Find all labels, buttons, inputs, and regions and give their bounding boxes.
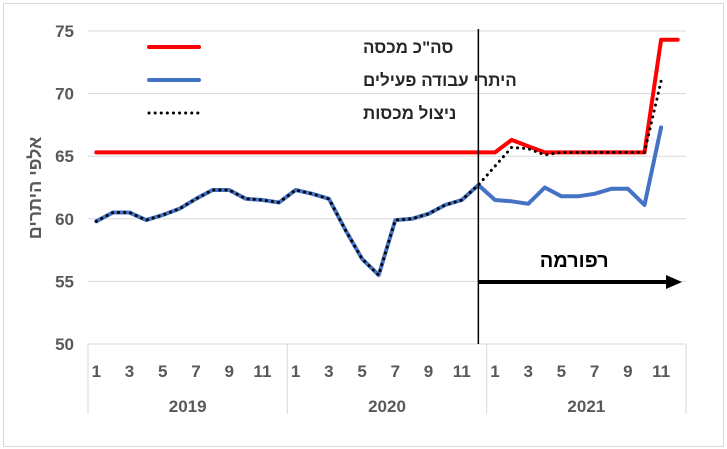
x-tick-label: 5: [357, 362, 366, 381]
reform-label: רפורמה: [540, 250, 609, 272]
series-lines: [94, 37, 680, 278]
series-line-quota-utilization: [94, 79, 663, 277]
x-tick-label: 3: [324, 362, 333, 381]
reform-annotation: רפורמה: [477, 29, 682, 344]
y-axis-label: אלפי היתרים: [25, 137, 45, 240]
x-tick-label: 1: [291, 362, 300, 381]
year-label: 2019: [169, 397, 207, 416]
legend-label: היתרי עבודה פעילים: [363, 71, 517, 90]
year-label: 2020: [368, 397, 406, 416]
x-tick-label: 11: [253, 362, 271, 381]
y-tick-label: 60: [55, 210, 74, 229]
y-tick-label: 65: [55, 147, 74, 166]
y-tick-label: 70: [55, 85, 74, 104]
series-line-total-quota: [94, 37, 680, 155]
legend: סה"כ מכסה היתרי עבודה פעילים ניצול מכסות: [147, 38, 517, 123]
line-chart: 50 55 60 65 70 75 1 3 5 7 9 11 2019 1 3 5 7 9 11 2020 1 3 5 7 9 1…: [25, 22, 687, 416]
x-tick-label: 9: [424, 362, 433, 381]
x-tick-label: 9: [623, 362, 632, 381]
x-tick-label: 11: [453, 362, 471, 381]
x-tick-label: 7: [191, 362, 200, 381]
legend-label: סה"כ מכסה: [363, 38, 453, 57]
axes: 50 55 60 65 70 75 1 3 5 7 9 11 2019 1 3 5 7 9 11 2020 1 3 5 7 9 1…: [55, 22, 687, 416]
y-tick-label: 50: [55, 335, 74, 354]
y-tick-label: 75: [55, 22, 74, 41]
x-tick-label: 11: [652, 362, 670, 381]
x-tick-label: 9: [224, 362, 233, 381]
year-label: 2021: [567, 397, 605, 416]
x-tick-label: 3: [523, 362, 532, 381]
y-tick-label: 55: [55, 272, 74, 291]
reform-arrow-head: [666, 275, 682, 289]
x-tick-label: 7: [590, 362, 599, 381]
x-tick-label: 1: [92, 362, 101, 381]
x-tick-label: 3: [125, 362, 134, 381]
x-tick-label: 7: [391, 362, 400, 381]
x-tick-label: 5: [158, 362, 167, 381]
chart-frame: 50 55 60 65 70 75 1 3 5 7 9 11 2019 1 3 5 7 9 11 2020 1 3 5 7 9 1…: [3, 3, 724, 447]
legend-label: ניצול מכסות: [363, 104, 456, 123]
x-tick-label: 1: [490, 362, 499, 381]
x-tick-label: 5: [557, 362, 566, 381]
